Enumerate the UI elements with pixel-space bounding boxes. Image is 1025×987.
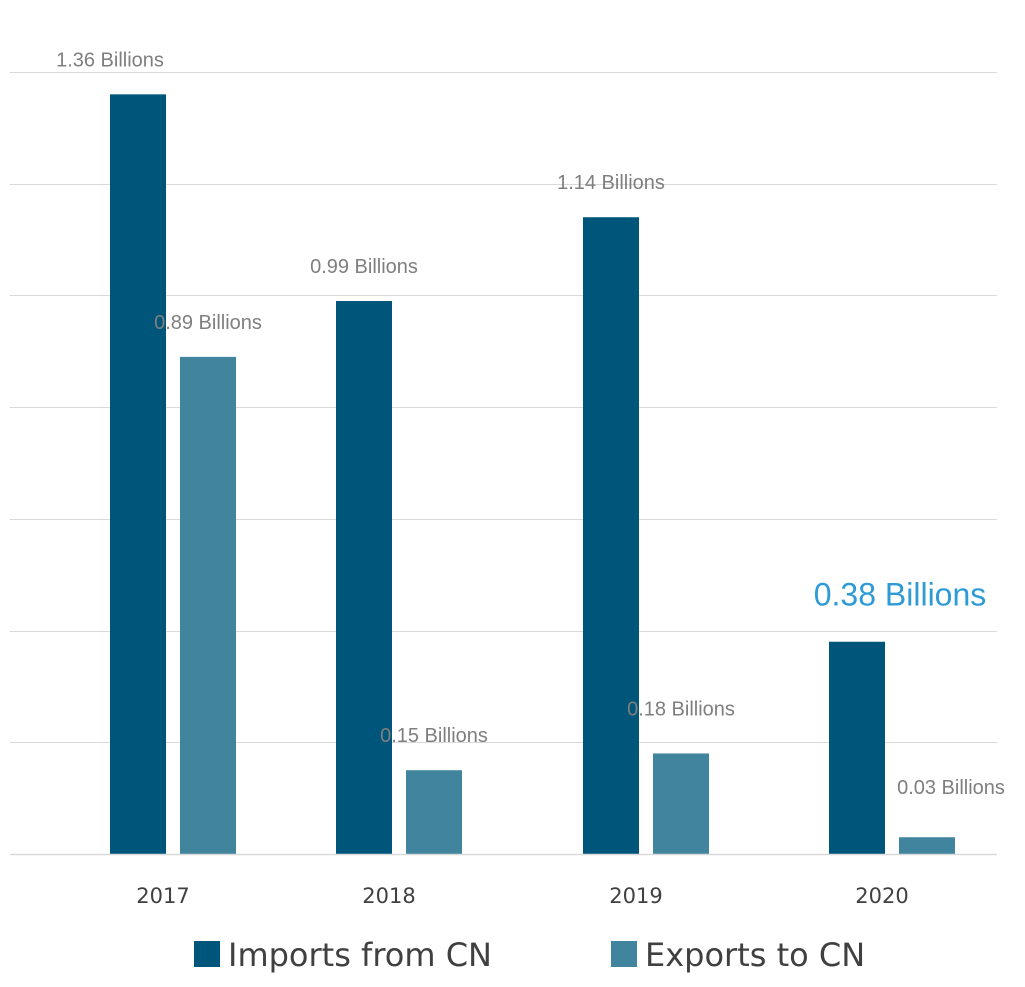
bar-exports-2017	[180, 356, 236, 854]
bar-exports-2018	[406, 770, 462, 854]
data-label-imports-2017: 1.36 Billions	[56, 49, 164, 71]
legend-item-exports: Exports to CN	[611, 936, 865, 974]
legend-swatch-exports	[611, 941, 637, 967]
data-label-imports-2018: 0.99 Billions	[310, 256, 418, 278]
gridlines	[10, 72, 997, 743]
x-tick-label-2019: 2019	[609, 884, 662, 908]
legend: Imports from CN Exports to CN	[194, 936, 865, 974]
data-label-exports-2017: 0.89 Billions	[154, 312, 262, 334]
bar-imports-2019	[583, 217, 639, 854]
legend-label-exports: Exports to CN	[645, 936, 865, 974]
x-tick-label-2017: 2017	[136, 884, 189, 908]
bars	[110, 94, 955, 855]
bar-exports-2019	[653, 753, 709, 854]
data-label-imports-2020: 0.38 Billions	[814, 577, 987, 613]
data-label-imports-2019: 1.14 Billions	[557, 172, 665, 194]
x-axis: 2017 2018 2019 2020	[10, 853, 997, 908]
bar-exports-2020	[899, 837, 955, 854]
legend-label-imports: Imports from CN	[228, 936, 492, 974]
x-tick-label-2020: 2020	[855, 884, 908, 908]
data-label-exports-2018: 0.15 Billions	[380, 725, 488, 747]
data-labels: 1.36 Billions 0.99 Billions 1.14 Billions 0…	[56, 49, 1005, 799]
bar-imports-2020	[829, 641, 885, 854]
data-label-exports-2019: 0.18 Billions	[627, 698, 735, 720]
x-tick-label-2018: 2018	[362, 884, 415, 908]
data-label-exports-2020: 0.03 Billions	[897, 777, 1005, 799]
bar-imports-2018	[336, 301, 392, 854]
bar-imports-2017	[110, 94, 166, 855]
legend-swatch-imports	[194, 941, 220, 967]
legend-item-imports: Imports from CN	[194, 936, 492, 974]
